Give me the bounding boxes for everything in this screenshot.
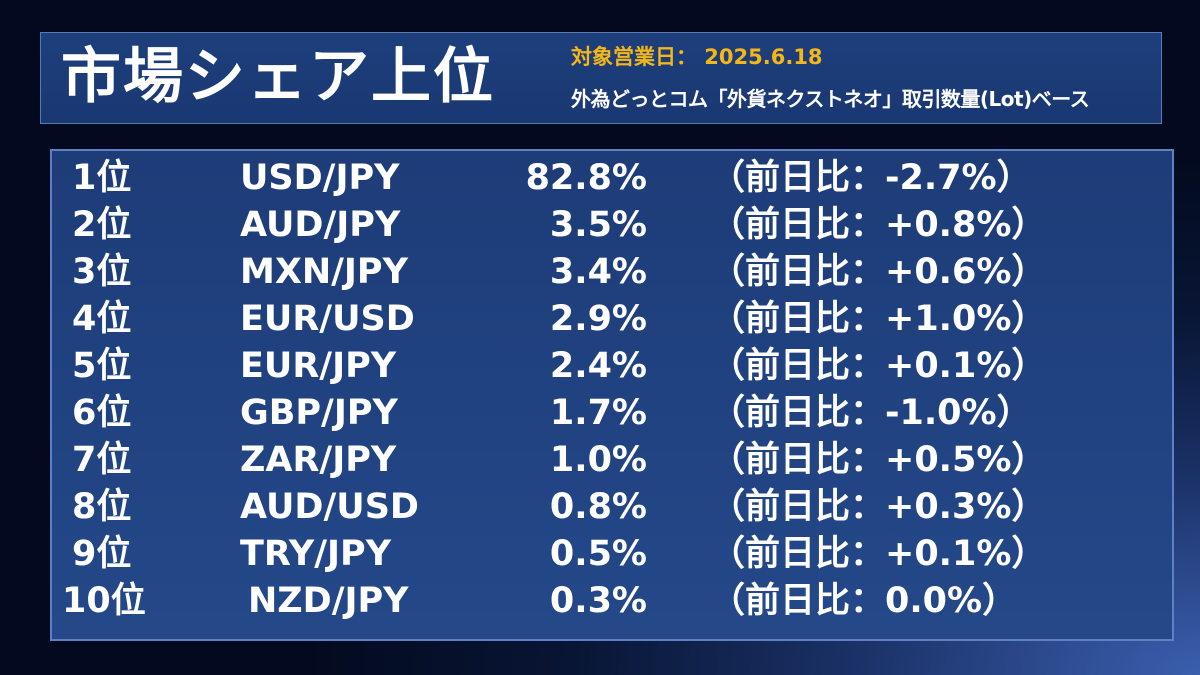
day-change: （前日比：+1.0%） (710, 299, 1047, 339)
business-date-label: 対象営業日： 2025.6.18 (571, 45, 823, 69)
share-value: 82.8% (525, 158, 647, 198)
currency-pair: EUR/USD (240, 299, 415, 339)
day-change: （前日比：-1.0%） (710, 393, 1032, 433)
currency-pair: USD/JPY (240, 158, 400, 198)
rank-label: 3位 (72, 252, 132, 292)
table-row: 10位 NZD/JPY 0.3% （前日比：0.0%） (52, 578, 1172, 625)
table-row: 7位 ZAR/JPY 1.0% （前日比：+0.5%） (52, 437, 1172, 484)
table-row: 4位 EUR/USD 2.9% （前日比：+1.0%） (52, 296, 1172, 343)
market-share-table: 1位 USD/JPY 82.8% （前日比：-2.7%） 2位 AUD/JPY … (50, 149, 1174, 641)
share-value: 3.5% (549, 205, 647, 245)
share-value: 0.8% (549, 487, 647, 527)
currency-pair: GBP/JPY (240, 393, 398, 433)
day-change: （前日比：+0.6%） (710, 252, 1047, 292)
data-basis-description: 外為どっとコム「外貨ネクストネオ」取引数量(Lot)ベース (571, 87, 1090, 111)
share-value: 2.4% (549, 346, 647, 386)
table-row: 6位 GBP/JPY 1.7% （前日比：-1.0%） (52, 390, 1172, 437)
table-row: 8位 AUD/USD 0.8% （前日比：+0.3%） (52, 484, 1172, 531)
currency-pair: MXN/JPY (240, 252, 408, 292)
table-row: 3位 MXN/JPY 3.4% （前日比：+0.6%） (52, 249, 1172, 296)
table-row: 5位 EUR/JPY 2.4% （前日比：+0.1%） (52, 343, 1172, 390)
day-change: （前日比：-2.7%） (710, 158, 1032, 198)
currency-pair: TRY/JPY (240, 534, 392, 574)
rank-label: 5位 (72, 346, 132, 386)
rank-label: 9位 (72, 534, 132, 574)
currency-pair: ZAR/JPY (240, 440, 397, 480)
page-title: 市場シェア上位 (61, 42, 495, 112)
day-change: （前日比：+0.3%） (710, 487, 1047, 527)
day-change: （前日比：0.0%） (710, 581, 1018, 621)
share-value: 3.4% (549, 252, 647, 292)
header-panel: 市場シェア上位 対象営業日： 2025.6.18 外為どっとコム「外貨ネクストネ… (40, 32, 1162, 124)
rank-label: 10位 (62, 581, 146, 621)
currency-pair: NZD/JPY (248, 581, 409, 621)
rank-label: 6位 (72, 393, 132, 433)
table-row: 1位 USD/JPY 82.8% （前日比：-2.7%） (52, 155, 1172, 202)
rank-label: 4位 (72, 299, 132, 339)
rank-label: 7位 (72, 440, 132, 480)
rank-label: 2位 (72, 205, 132, 245)
share-value: 2.9% (549, 299, 647, 339)
currency-pair: AUD/USD (240, 487, 419, 527)
table-row: 2位 AUD/JPY 3.5% （前日比：+0.8%） (52, 202, 1172, 249)
day-change: （前日比：+0.8%） (710, 205, 1047, 245)
currency-pair: EUR/JPY (240, 346, 397, 386)
rank-label: 8位 (72, 487, 132, 527)
day-change: （前日比：+0.1%） (710, 534, 1047, 574)
share-value: 0.5% (549, 534, 647, 574)
share-value: 1.7% (549, 393, 647, 433)
currency-pair: AUD/JPY (240, 205, 401, 245)
rank-label: 1位 (72, 158, 132, 198)
share-value: 1.0% (549, 440, 647, 480)
table-row: 9位 TRY/JPY 0.5% （前日比：+0.1%） (52, 531, 1172, 578)
share-value: 0.3% (549, 581, 647, 621)
day-change: （前日比：+0.1%） (710, 346, 1047, 386)
day-change: （前日比：+0.5%） (710, 440, 1047, 480)
